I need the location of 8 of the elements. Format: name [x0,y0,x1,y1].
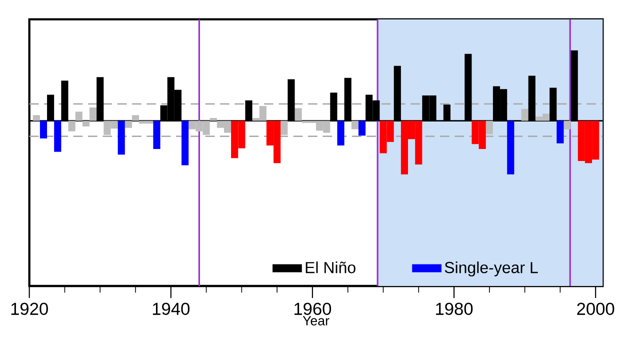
x-tick-label: 1960 [294,302,332,315]
x-tick-label: 2000 [577,302,614,315]
legend-label: El Niño [306,261,356,274]
x-axis-title: Year [302,316,330,326]
legend-label: Single-year L [444,261,538,276]
x-tick-label: 1940 [152,302,190,315]
x-tick-label: 1920 [11,302,48,315]
x-tick-label: 1980 [436,302,473,315]
